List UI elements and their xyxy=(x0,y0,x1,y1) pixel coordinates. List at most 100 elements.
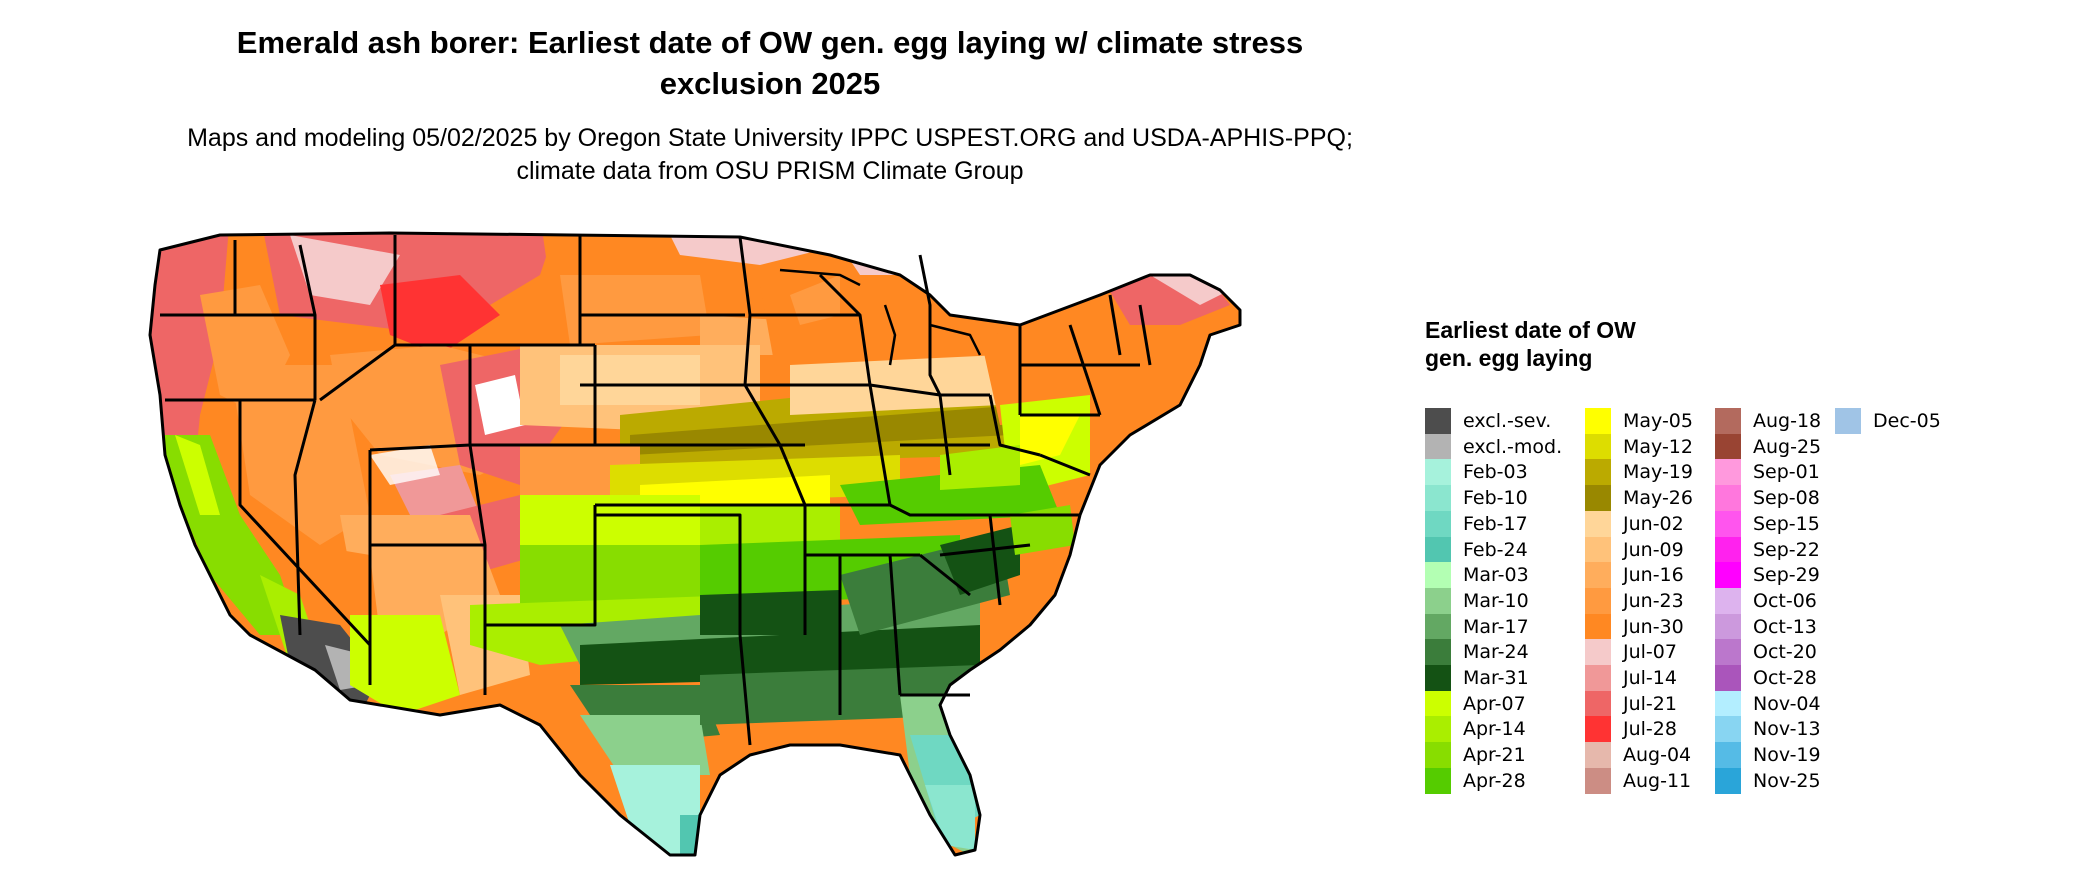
legend-swatch xyxy=(1585,690,1611,717)
legend-entry: May-12 xyxy=(1585,433,1693,460)
legend-swatch xyxy=(1585,665,1611,691)
legend-entry: Feb-03 xyxy=(1425,459,1528,486)
legend-label: Nov-04 xyxy=(1753,692,1821,715)
legend-label: Sep-08 xyxy=(1753,487,1820,510)
legend-label: Apr-14 xyxy=(1463,718,1526,741)
legend-entry: May-05 xyxy=(1585,408,1693,434)
legend-entry: Aug-11 xyxy=(1585,767,1692,794)
legend-entry: Apr-21 xyxy=(1425,742,1526,769)
legend-entry: Jul-21 xyxy=(1585,690,1677,717)
legend-label: Jun-30 xyxy=(1623,615,1684,638)
legend-entry: Nov-25 xyxy=(1715,767,1821,794)
legend-entry: Oct-28 xyxy=(1715,665,1817,691)
legend-label: Jun-02 xyxy=(1623,512,1684,535)
legend-swatch xyxy=(1585,536,1611,563)
legend-label: Jun-23 xyxy=(1623,589,1684,612)
legend-swatch xyxy=(1585,459,1611,486)
legend-swatch xyxy=(1425,510,1451,537)
legend-label: Aug-11 xyxy=(1623,769,1692,792)
legend-label: May-19 xyxy=(1623,461,1693,484)
legend-entry: Mar-10 xyxy=(1425,587,1529,614)
legend-swatch xyxy=(1715,510,1741,537)
legend-swatch xyxy=(1585,562,1611,589)
legend-swatch xyxy=(1715,690,1741,717)
legend-label: Mar-10 xyxy=(1463,589,1529,612)
legend-swatch xyxy=(1585,742,1611,769)
legend-entry: Mar-31 xyxy=(1425,665,1529,691)
legend-swatch xyxy=(1715,536,1741,563)
legend-label: Oct-20 xyxy=(1753,641,1817,664)
legend-label: Oct-13 xyxy=(1753,615,1817,638)
legend-entry: Sep-22 xyxy=(1715,536,1820,563)
legend-swatch xyxy=(1425,587,1451,614)
legend-entry: excl.-mod. xyxy=(1425,433,1563,460)
legend-label: May-12 xyxy=(1623,435,1693,458)
legend-entry: Sep-15 xyxy=(1715,510,1820,537)
legend-label: excl.-mod. xyxy=(1463,435,1563,458)
legend-entry: May-19 xyxy=(1585,459,1693,486)
legend-entry: Feb-10 xyxy=(1425,485,1528,512)
legend-entry: Jun-30 xyxy=(1585,613,1684,640)
legend-swatch xyxy=(1715,639,1741,666)
legend-swatch xyxy=(1425,690,1451,717)
legend-swatch xyxy=(1585,433,1611,460)
map-title: Emerald ash borer: Earliest date of OW g… xyxy=(236,25,1304,101)
legend-entry: Nov-13 xyxy=(1715,716,1821,743)
legend-swatch xyxy=(1425,408,1451,434)
legend-swatch xyxy=(1585,716,1611,743)
legend-entry: Apr-28 xyxy=(1425,767,1526,794)
legend-swatch xyxy=(1715,742,1741,769)
legend-swatch xyxy=(1585,485,1611,512)
legend-label: Jul-28 xyxy=(1623,718,1677,741)
legend-label: Nov-25 xyxy=(1753,769,1821,792)
legend-entry: Nov-04 xyxy=(1715,690,1821,717)
legend-label: Mar-31 xyxy=(1463,667,1529,689)
legend-label: Sep-15 xyxy=(1753,512,1820,535)
legend-label: Nov-13 xyxy=(1753,718,1821,741)
legend-label: May-26 xyxy=(1623,487,1693,510)
legend-entry: Jul-28 xyxy=(1585,716,1677,743)
legend-swatch xyxy=(1715,613,1741,640)
legend-label: Apr-07 xyxy=(1463,692,1526,715)
legend-label: Feb-10 xyxy=(1463,487,1528,510)
legend-swatch xyxy=(1715,587,1741,614)
legend-label: Feb-17 xyxy=(1463,512,1528,535)
legend-swatch xyxy=(1585,408,1611,434)
legend-label: Nov-19 xyxy=(1753,744,1821,767)
legend-swatch xyxy=(1425,742,1451,769)
legend-entry: Apr-07 xyxy=(1425,690,1526,717)
legend-label: Jul-14 xyxy=(1623,667,1677,689)
legend-swatch xyxy=(1425,485,1451,512)
map-subtitle: Maps and modeling 05/02/2025 by Oregon S… xyxy=(187,124,1353,185)
legend-entry: Nov-19 xyxy=(1715,742,1821,769)
legend-label: Jun-09 xyxy=(1623,538,1684,561)
legend-label: Sep-29 xyxy=(1753,564,1820,587)
legend-label: excl.-sev. xyxy=(1463,410,1552,432)
legend-swatch xyxy=(1585,587,1611,614)
legend-label: Aug-04 xyxy=(1623,744,1692,767)
legend-label: Aug-25 xyxy=(1753,435,1822,458)
legend-label: Mar-17 xyxy=(1463,615,1529,638)
legend-label: May-05 xyxy=(1623,410,1693,432)
legend-swatch xyxy=(1585,767,1611,794)
legend-swatch xyxy=(1425,433,1451,460)
legend-swatch xyxy=(1425,639,1451,666)
legend-label: Feb-24 xyxy=(1463,538,1528,561)
legend-entry: Mar-24 xyxy=(1425,639,1529,666)
legend-label: Oct-06 xyxy=(1753,589,1817,612)
legend-entry: Jun-09 xyxy=(1585,536,1684,563)
legend-entry: Sep-01 xyxy=(1715,459,1820,486)
legend-swatch xyxy=(1585,639,1611,666)
legend-entry: Apr-14 xyxy=(1425,716,1526,743)
legend-label: Jun-16 xyxy=(1623,564,1684,587)
legend-swatch xyxy=(1425,562,1451,589)
legend-entry: Oct-13 xyxy=(1715,613,1817,640)
legend-swatch xyxy=(1715,665,1741,691)
legend-swatch xyxy=(1715,485,1741,512)
legend-entry: Feb-17 xyxy=(1425,510,1528,537)
legend-entry: Aug-18 xyxy=(1715,408,1821,434)
legend-entry: Oct-20 xyxy=(1715,639,1817,666)
legend-entry: Sep-08 xyxy=(1715,485,1820,512)
legend-swatch xyxy=(1585,613,1611,640)
legend-swatch xyxy=(1715,408,1741,434)
